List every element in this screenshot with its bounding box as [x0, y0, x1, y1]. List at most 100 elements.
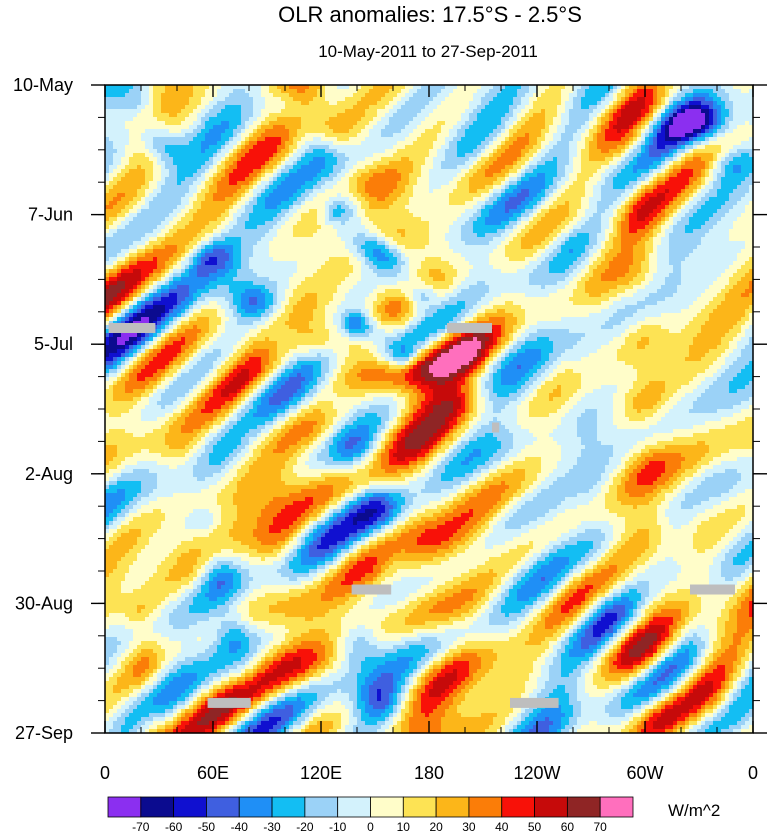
heatmap-cell: [561, 185, 570, 190]
heatmap-cell: [257, 181, 262, 186]
heatmap-cell: [205, 341, 214, 346]
heatmap-cell: [613, 221, 618, 226]
heatmap-cell: [305, 413, 326, 418]
heatmap-cell: [405, 229, 430, 234]
heatmap-cell: [317, 229, 338, 234]
heatmap-cell: [541, 201, 546, 206]
heatmap-cell: [393, 425, 398, 430]
heatmap-cell: [377, 237, 386, 242]
heatmap-cell: [281, 305, 286, 310]
heatmap-cell: [449, 225, 462, 230]
heatmap-cell: [225, 373, 230, 378]
heatmap-cell: [305, 385, 314, 390]
heatmap-cell: [157, 117, 186, 122]
heatmap-cell: [617, 121, 634, 126]
heatmap-cell: [689, 141, 694, 146]
heatmap-cell: [197, 333, 206, 338]
heatmap-cell: [649, 169, 654, 174]
heatmap-cell: [225, 377, 234, 382]
heatmap-cell: [621, 249, 634, 254]
heatmap-cell: [345, 433, 370, 438]
heatmap-cell: [289, 313, 314, 318]
heatmap-cell: [637, 377, 694, 382]
heatmap-cell: [581, 413, 598, 418]
heatmap-cell: [177, 357, 186, 362]
heatmap-cell: [177, 249, 186, 254]
heatmap-cell: [745, 245, 754, 250]
heatmap-cell: [637, 309, 682, 314]
heatmap-cell: [669, 165, 674, 170]
heatmap-cell: [177, 177, 186, 182]
heatmap-cell: [689, 101, 702, 106]
heatmap-cell: [145, 173, 154, 178]
heatmap-cell: [177, 221, 190, 226]
heatmap-cell: [729, 161, 754, 166]
heatmap-cell: [325, 341, 374, 346]
heatmap-cell: [737, 345, 746, 350]
heatmap-cell: [185, 397, 194, 402]
heatmap-cell: [357, 209, 366, 214]
heatmap-cell: [653, 237, 662, 242]
heatmap-cell: [505, 237, 514, 242]
heatmap-cell: [561, 89, 574, 94]
heatmap-cell: [473, 401, 478, 406]
heatmap-cell: [125, 165, 138, 170]
heatmap-cell: [261, 313, 270, 318]
heatmap-cell: [277, 389, 298, 394]
heatmap-cell: [597, 129, 602, 134]
heatmap-cell: [557, 165, 566, 170]
heatmap-cell: [517, 353, 542, 358]
heatmap-cell: [509, 185, 518, 190]
heatmap-cell: [365, 189, 394, 194]
heatmap-cell: [357, 205, 362, 210]
heatmap-cell: [385, 369, 402, 374]
heatmap-cell: [265, 105, 286, 110]
heatmap-cell: [133, 197, 142, 202]
heatmap-cell: [665, 109, 670, 114]
heatmap-cell: [529, 409, 558, 414]
heatmap-cell: [501, 269, 518, 274]
heatmap-cell: [729, 341, 738, 346]
heatmap-cell: [429, 237, 446, 242]
heatmap-cell: [569, 297, 610, 302]
heatmap-cell: [217, 169, 222, 174]
heatmap-cell: [453, 249, 494, 254]
heatmap-cell: [193, 245, 198, 250]
heatmap-cell: [349, 185, 358, 190]
heatmap-cell: [621, 193, 630, 198]
heatmap-cell: [225, 129, 234, 134]
heatmap-cell: [413, 389, 422, 394]
heatmap-cell: [229, 253, 234, 258]
heatmap-cell: [613, 257, 634, 262]
heatmap-cell: [233, 353, 242, 358]
heatmap-cell: [649, 341, 694, 346]
heatmap-cell: [369, 229, 382, 234]
heatmap-cell: [497, 133, 502, 138]
heatmap-cell: [633, 157, 638, 162]
heatmap-cell: [613, 301, 638, 306]
heatmap-cell: [549, 209, 570, 214]
heatmap-cell: [553, 157, 558, 162]
heatmap-cell: [669, 253, 690, 258]
heatmap-cell: [209, 433, 218, 438]
heatmap-cell: [269, 185, 278, 190]
heatmap-cell: [201, 165, 210, 170]
heatmap-cell: [273, 93, 290, 98]
heatmap-cell: [541, 133, 546, 138]
heatmap-cell: [397, 229, 406, 234]
heatmap-cell: [125, 293, 130, 298]
heatmap-cell: [533, 205, 538, 210]
heatmap-cell: [521, 333, 530, 338]
heatmap-cell: [249, 197, 254, 202]
heatmap-cell: [229, 269, 238, 274]
heatmap-cell: [141, 133, 186, 138]
heatmap-cell: [741, 197, 754, 202]
heatmap-cell: [289, 297, 302, 302]
heatmap-cell: [729, 149, 738, 154]
heatmap-cell: [257, 177, 262, 182]
heatmap-cell: [621, 101, 626, 106]
heatmap-cell: [133, 205, 142, 210]
heatmap-cell: [241, 369, 250, 374]
heatmap-cell: [157, 369, 166, 374]
